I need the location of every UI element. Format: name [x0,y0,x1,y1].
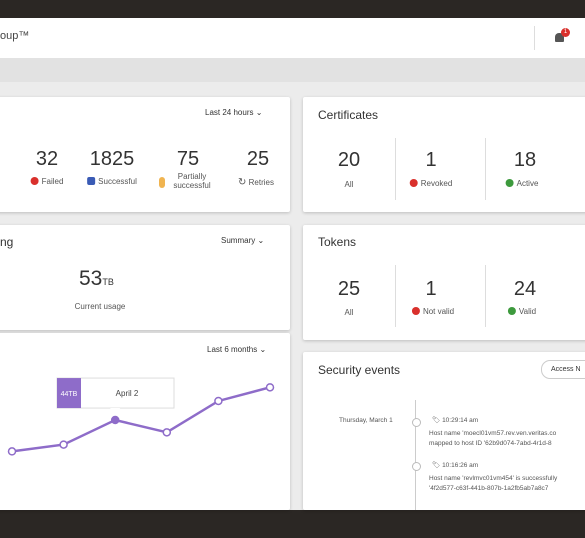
event-time: 🏷 10:29:14 am [432,417,479,424]
stat-value: 1 [425,149,437,171]
stat-label: Revoked [409,179,453,188]
data-point [162,428,172,437]
timeline-dot [412,462,421,471]
stat-value: 1 [425,278,437,300]
tokens-card [303,225,585,340]
divider [395,265,396,327]
tooltip-tag [57,378,81,409]
usage-unit: TB [102,277,114,287]
usage-value: 53 [79,267,103,290]
data-point [110,415,120,425]
partial-icon [159,177,165,188]
certificates-card [303,97,585,212]
stat-value: 1825 [89,148,135,170]
stat-value: 32 [35,148,59,170]
usage-label: Current usage [74,302,126,311]
toolbar [0,58,585,82]
usage-chart-card [0,333,290,510]
tooltip-date: April 2 [116,389,139,398]
divider [485,265,486,327]
stat-label-text: Retries [248,178,274,187]
event-time-text: 10:29:14 am [442,417,479,424]
data-point [59,440,68,449]
access-button[interactable]: Access N [541,360,585,379]
data-point [7,447,17,456]
bell-icon[interactable] [555,33,564,42]
stat-label-text: Not valid [422,307,455,316]
stat-label: All [344,308,354,317]
summary-dropdown[interactable]: Summary [221,236,264,245]
stat-value: 25 [337,278,361,300]
divider [395,138,396,200]
stat-label-text: Revoked [420,179,453,188]
stat-label: Partially successful [173,172,211,190]
stat-label-text: Successful [98,177,137,186]
stat-label-text: Valid [518,307,537,316]
usage-chart: 44TB April 2 [7,377,275,456]
event-time: 🏷 10:16:26 am [432,462,479,469]
stat-label-text: Active [516,179,539,188]
app-title: oup™ [0,30,30,42]
stat-label: Not valid [411,307,455,316]
card-title: ng [0,235,14,249]
usage-line [11,386,271,453]
security-events-card [303,352,585,510]
event-text: '4f2d577-c63f-441b-807b-1a2fb5ab7a8c7 [429,485,549,492]
card-title: Tokens [318,235,357,249]
stat-value: 24 [513,278,537,300]
stat-label: Successful [87,177,137,186]
tooltip-pointer [110,408,121,415]
event-date: Thursday, March 1 [339,417,393,424]
stat-value: 75 [176,148,200,170]
divider [485,138,486,200]
range-dropdown[interactable]: Last 24 hours [205,108,262,117]
divider [534,26,535,50]
data-point [265,383,275,392]
stat-value: 18 [513,149,537,171]
stat-value: 25 [246,148,270,170]
stat-label: All [344,180,354,189]
stat-value: 20 [337,149,361,171]
stat-label: Active [505,179,539,188]
card-title: Certificates [318,108,379,122]
range-dropdown[interactable]: Last 6 months [207,345,266,354]
stat-label: Failed [30,177,64,186]
event-text: Host name 'moecl01vm57.rev.ven.veritas.c… [429,430,557,437]
stat-label: ↻ Retries [238,177,274,188]
data-point [214,396,223,406]
timeline [415,400,416,510]
timeline-dot [412,418,421,427]
stat-label-text: Failed [41,177,64,186]
notification-badge: 1 [561,28,570,37]
usage: 53TB [79,267,114,291]
card-title: Security events [318,363,401,377]
event-time-text: 10:16:26 am [442,462,479,469]
header [0,18,585,58]
stat-label: Valid [507,307,537,316]
tooltip-value: 44TB [61,391,78,398]
event-text: mapped to host ID '62b9d074-7abd-4r1d-8 [429,440,552,447]
event-text: Host name 'revlmvc01vm454' is successful… [429,475,558,482]
